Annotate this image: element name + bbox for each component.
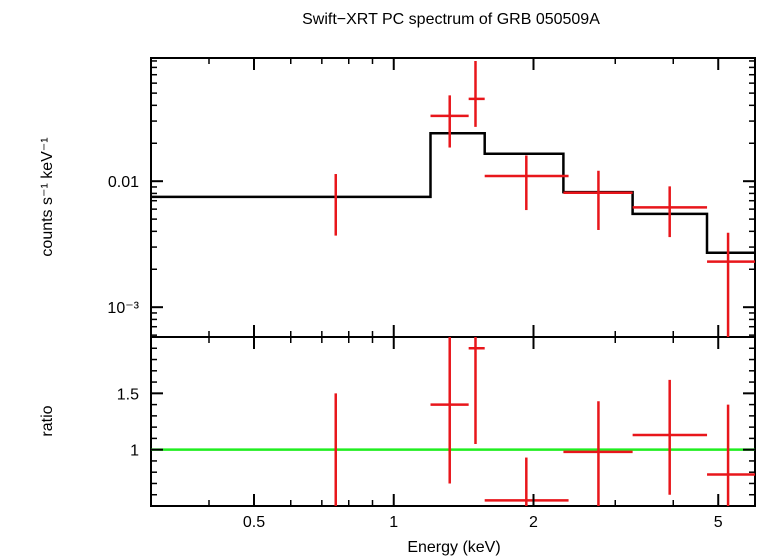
ratio-point-4 [484,457,569,506]
x-axis-title: Energy (keV) [407,539,500,556]
ratio-point-2 [430,337,469,484]
ratio-layer [151,337,755,506]
x-tick-label: 1 [389,514,398,531]
ratio-y-tick-label: 1.5 [117,386,139,403]
x-tick-label: 2 [529,514,538,531]
spectrum-point-6 [632,186,708,238]
axes-layer: 0.01 10⁻³ 1.5 1 0.5 1 2 5 [107,58,756,531]
ratio-point-6 [632,379,708,495]
spectrum-layer [151,60,755,337]
ratio-y-tick-label: 1 [130,443,139,460]
chart-title: Swift−XRT PC spectrum of GRB 050509A [302,11,600,28]
ratio-point-5 [563,401,633,506]
model-histogram [151,132,755,255]
x-tick-label: 0.5 [243,514,265,531]
ratio-y-axis-title: ratio [39,405,56,436]
spectrum-point-4 [484,155,569,211]
spectrum-point-3 [468,60,485,127]
x-tick-label: 5 [714,514,723,531]
ratio-point-3 [468,337,485,445]
ratio-panel-frame [150,336,756,507]
spectrum-y-tick-label: 10⁻³ [107,300,139,317]
spectrum-y-axis-title: counts s⁻¹ keV⁻¹ [39,137,56,256]
spectrum-point-7 [707,232,755,337]
spectrum-point-5 [563,170,633,230]
ratio-point-7 [707,404,755,506]
spectrum-point-2 [430,95,469,148]
spectrum-y-tick-label: 0.01 [108,174,139,191]
